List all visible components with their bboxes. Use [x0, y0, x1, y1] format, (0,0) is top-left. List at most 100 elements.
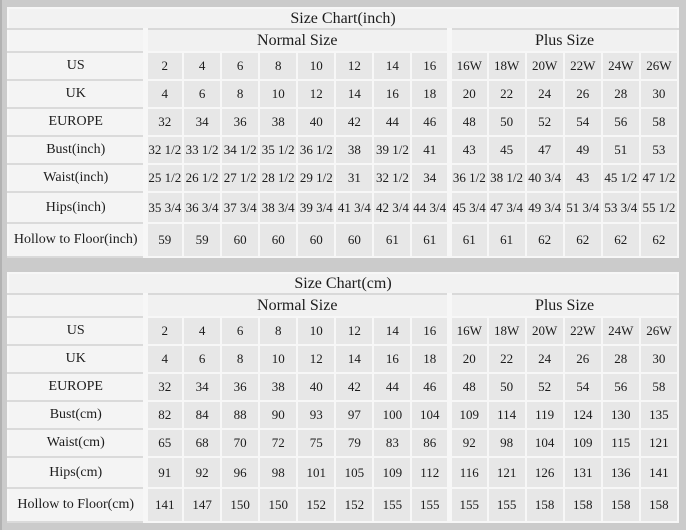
size-value-cell: 46	[410, 372, 451, 402]
size-value-cell: 53	[638, 135, 680, 165]
size-value-cell: 97	[334, 400, 375, 430]
size-value-cell: 101	[296, 456, 337, 489]
size-value-cell: 109	[372, 456, 413, 489]
size-row: Hips(cm) 91 92 96 98 101 105 109 112 116 121 126 131…	[7, 456, 680, 489]
size-value-cell: 70	[220, 428, 261, 458]
size-row: Hips(inch) 35 3/4 36 3/4 37 3/4 38 3/4 39 3/4…	[7, 191, 680, 224]
size-value-cell: 14	[372, 316, 413, 346]
size-value-cell: 119	[524, 400, 565, 430]
size-value-cell: 62	[638, 222, 680, 258]
size-value-cell: 16W	[446, 51, 489, 81]
size-value-cell: 18W	[486, 316, 527, 346]
size-value-cell: 6	[182, 79, 223, 109]
size-value-cell: 155	[486, 487, 527, 523]
size-value-cell: 46	[410, 107, 451, 137]
size-value-cell: 104	[410, 400, 451, 430]
size-value-cell: 44 3/4	[410, 191, 451, 224]
size-value-cell: 8	[220, 344, 261, 374]
size-value-cell: 16	[372, 344, 413, 374]
row-label-cell: Waist(cm)	[7, 428, 148, 458]
row-label-cell: US	[7, 51, 148, 81]
size-value-cell: 40	[296, 107, 337, 137]
size-value-cell: 44	[372, 372, 413, 402]
row-label-cell: EUROPE	[7, 372, 148, 402]
size-value-cell: 40	[296, 372, 337, 402]
size-value-cell: 36	[220, 372, 261, 402]
size-value-cell: 51 3/4	[562, 191, 603, 224]
size-value-cell: 18	[410, 79, 451, 109]
size-value-cell: 32 1/2	[143, 135, 185, 165]
size-value-cell: 10	[258, 79, 299, 109]
size-value-cell: 34	[182, 372, 223, 402]
size-value-cell: 112	[410, 456, 451, 489]
size-value-cell: 22W	[562, 51, 603, 81]
row-label-cell: Hips(cm)	[7, 456, 148, 489]
size-value-cell: 35 3/4	[143, 191, 185, 224]
size-value-cell: 60	[220, 222, 261, 258]
size-value-cell: 61	[410, 222, 451, 258]
size-value-cell: 24W	[600, 51, 641, 81]
size-value-cell: 48	[446, 107, 489, 137]
table-title: Size Chart(inch)	[7, 7, 679, 30]
row-label-cell: EUROPE	[7, 107, 148, 137]
size-value-cell: 14	[334, 79, 375, 109]
size-value-cell: 61	[372, 222, 413, 258]
size-value-cell: 12	[296, 344, 337, 374]
size-value-cell: 60	[334, 222, 375, 258]
size-value-cell: 30	[638, 79, 680, 109]
table-section-row: Normal Size Plus Size	[7, 293, 679, 318]
row-label-cell: UK	[7, 344, 148, 374]
size-value-cell: 141	[638, 456, 680, 489]
size-value-cell: 104	[524, 428, 565, 458]
size-value-cell: 83	[372, 428, 413, 458]
size-value-cell: 54	[562, 372, 603, 402]
size-value-cell: 32	[143, 107, 185, 137]
size-value-cell: 150	[220, 487, 261, 523]
size-value-cell: 39 3/4	[296, 191, 337, 224]
size-value-cell: 136	[600, 456, 641, 489]
size-row: Waist(cm) 65 68 70 72 75 79 83 86 92 98 104 109 115 12…	[7, 428, 680, 458]
size-value-cell: 135	[638, 400, 680, 430]
size-value-cell: 88	[220, 400, 261, 430]
table-title-row: Size Chart(cm)	[7, 272, 679, 295]
size-value-cell: 82	[143, 400, 185, 430]
size-value-cell: 6	[220, 316, 261, 346]
row-label-cell: Waist(inch)	[7, 163, 148, 193]
size-value-cell: 92	[446, 428, 489, 458]
size-value-cell: 43	[446, 135, 489, 165]
size-value-cell: 8	[258, 316, 299, 346]
size-value-cell: 61	[446, 222, 489, 258]
size-value-cell: 28	[600, 344, 641, 374]
size-row: Hollow to Floor(inch) 59 59 60 60 60 60 61 61 61 6…	[7, 222, 680, 258]
size-value-cell: 62	[562, 222, 603, 258]
table-title-row: Size Chart(inch)	[7, 7, 679, 30]
size-value-cell: 48	[446, 372, 489, 402]
size-value-cell: 45	[486, 135, 527, 165]
size-value-cell: 86	[410, 428, 451, 458]
size-value-cell: 158	[638, 487, 680, 523]
size-value-cell: 92	[182, 456, 223, 489]
size-value-cell: 105	[334, 456, 375, 489]
size-value-cell: 58	[638, 372, 680, 402]
size-value-cell: 38 3/4	[258, 191, 299, 224]
size-value-cell: 10	[296, 316, 337, 346]
size-value-cell: 20	[446, 79, 489, 109]
size-value-cell: 158	[524, 487, 565, 523]
size-row: UK 4 6 8 10 12 14 16 18 20 22 24 26 28 30	[7, 79, 680, 109]
size-value-cell: 37 3/4	[220, 191, 261, 224]
size-value-cell: 47 1/2	[638, 163, 680, 193]
size-row: Hollow to Floor(cm) 141 147 150 150 152 152 155…	[7, 487, 680, 523]
size-row: EUROPE 32 34 36 38 40 42 44 46 48 50 52 54 56 58	[7, 107, 680, 137]
size-value-cell: 28 1/2	[258, 163, 299, 193]
size-value-cell: 59	[143, 222, 185, 258]
table-section-row: Normal Size Plus Size	[7, 28, 679, 53]
size-value-cell: 42	[334, 372, 375, 402]
corner-cell	[7, 293, 148, 318]
size-chart-cm-body: Size Chart(cm) Normal Size Plus Size US 2…	[7, 272, 680, 523]
size-value-cell: 10	[258, 344, 299, 374]
plus-size-header-cell: Plus Size	[447, 293, 679, 318]
row-label-cell: US	[7, 316, 148, 346]
size-value-cell: 10	[296, 51, 337, 81]
size-value-cell: 124	[562, 400, 603, 430]
